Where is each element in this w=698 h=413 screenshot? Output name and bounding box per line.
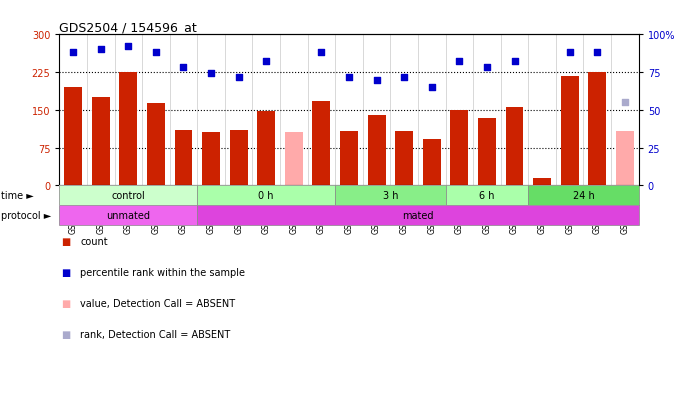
Bar (64, 88, 82, 186)
Point (371, 77, 383, 84)
Text: control: control (112, 191, 145, 201)
Bar (533, 179, 551, 186)
Bar (528, 186, 639, 206)
Point (619, 100, 630, 106)
Bar (174, 131, 193, 186)
Bar (478, 119, 496, 186)
Point (343, 74, 355, 81)
Point (205, 71, 216, 78)
Text: GDS2504 / 154596_at: GDS2504 / 154596_at (59, 21, 197, 34)
Point (482, 65, 493, 71)
Text: ■: ■ (61, 237, 70, 247)
Point (399, 74, 410, 81)
Text: ■: ■ (61, 299, 70, 309)
Text: 24 h: 24 h (572, 191, 595, 201)
Text: time ►: time ► (1, 191, 34, 201)
Point (260, 59, 272, 66)
Bar (198, 206, 639, 225)
Bar (368, 116, 385, 186)
Bar (450, 111, 468, 186)
Bar (285, 133, 303, 186)
Bar (395, 132, 413, 186)
Bar (119, 73, 138, 186)
Point (315, 50, 327, 57)
Bar (340, 132, 358, 186)
Point (95, 47, 106, 54)
Bar (202, 133, 220, 186)
Bar (59, 206, 198, 225)
Point (178, 65, 189, 71)
Bar (59, 186, 198, 206)
Bar (445, 186, 528, 206)
Bar (230, 131, 248, 186)
Text: percentile rank within the sample: percentile rank within the sample (80, 268, 245, 278)
Point (564, 50, 575, 57)
Text: ■: ■ (61, 330, 70, 339)
Text: unmated: unmated (106, 210, 150, 220)
Bar (258, 112, 275, 186)
Text: rank, Detection Call = ABSENT: rank, Detection Call = ABSENT (80, 330, 230, 339)
Point (68, 50, 79, 57)
Point (123, 44, 134, 50)
Text: mated: mated (402, 210, 433, 220)
Bar (588, 73, 607, 186)
Bar (91, 98, 110, 186)
Text: protocol ►: protocol ► (1, 210, 52, 220)
Point (426, 85, 438, 91)
Text: value, Detection Call = ABSENT: value, Detection Call = ABSENT (80, 299, 235, 309)
Bar (423, 140, 440, 186)
Bar (198, 186, 335, 206)
Bar (313, 102, 330, 186)
Point (592, 50, 603, 57)
Point (509, 59, 520, 66)
Bar (616, 132, 634, 186)
Bar (147, 104, 165, 186)
Text: count: count (80, 237, 108, 247)
Point (233, 74, 244, 81)
Bar (505, 107, 524, 186)
Text: 0 h: 0 h (258, 191, 274, 201)
Point (454, 59, 465, 66)
Bar (335, 186, 445, 206)
Point (150, 50, 161, 57)
Text: 3 h: 3 h (383, 191, 398, 201)
Bar (560, 76, 579, 186)
Text: 6 h: 6 h (480, 191, 495, 201)
Text: ■: ■ (61, 268, 70, 278)
